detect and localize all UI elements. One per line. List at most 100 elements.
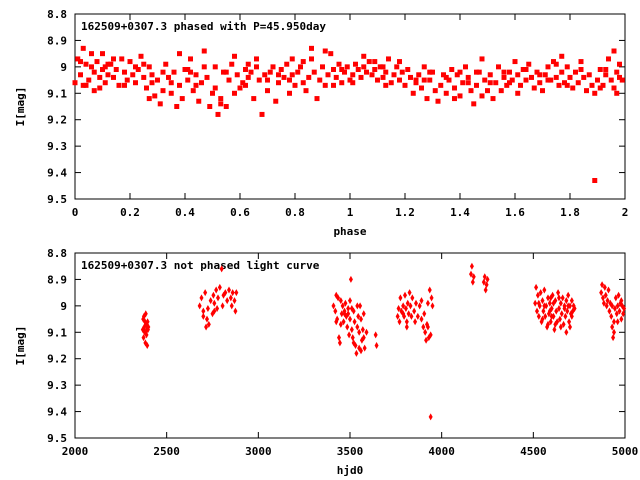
data-point	[190, 88, 196, 94]
data-point	[406, 310, 411, 318]
data-point	[230, 289, 235, 297]
data-point	[284, 61, 290, 67]
data-point	[427, 69, 433, 75]
data-point	[146, 64, 152, 70]
data-point	[348, 297, 352, 305]
data-point	[592, 178, 598, 183]
data-point	[438, 82, 444, 88]
data-point	[471, 273, 476, 281]
data-point	[300, 59, 306, 65]
data-point	[233, 307, 238, 315]
data-point	[421, 77, 427, 83]
data-point	[350, 72, 356, 78]
data-point	[212, 85, 218, 91]
data-point	[407, 289, 412, 297]
data-point	[404, 318, 409, 326]
data-point	[482, 77, 488, 83]
data-point	[105, 61, 111, 67]
data-point	[416, 72, 422, 78]
data-point	[351, 339, 356, 347]
data-point	[380, 64, 386, 70]
data-point	[234, 72, 240, 78]
data-point	[568, 323, 572, 331]
data-point	[188, 69, 193, 75]
data-point	[399, 69, 405, 75]
data-point	[546, 320, 550, 328]
data-point	[100, 67, 105, 72]
y-tick-label: 9.2	[47, 114, 67, 127]
chart-title: 162509+0307.3 not phased light curve	[81, 259, 320, 272]
data-point	[595, 77, 600, 83]
data-point	[356, 312, 361, 320]
data-point	[600, 281, 605, 289]
data-point	[212, 307, 217, 315]
data-point	[529, 74, 534, 80]
data-point	[102, 64, 108, 70]
data-point	[336, 61, 342, 67]
data-point	[474, 82, 479, 88]
data-point	[540, 315, 545, 323]
data-point	[372, 59, 378, 65]
data-point	[361, 53, 367, 59]
data-point	[402, 82, 408, 88]
data-point	[619, 315, 624, 323]
data-point	[446, 77, 452, 83]
data-point	[160, 88, 166, 94]
data-point	[424, 336, 429, 344]
data-point	[289, 56, 295, 62]
data-point	[429, 294, 434, 302]
data-point	[419, 315, 424, 323]
data-point	[160, 69, 166, 75]
data-point	[482, 273, 487, 281]
data-point	[534, 283, 539, 291]
y-tick-label: 9.5	[47, 193, 67, 206]
y-tick-label: 8.9	[47, 34, 67, 47]
data-point	[355, 323, 360, 331]
data-point	[349, 326, 354, 334]
data-point	[534, 69, 540, 75]
data-point	[449, 67, 455, 72]
data-point	[605, 297, 610, 305]
data-point	[548, 294, 553, 302]
data-point	[206, 320, 211, 328]
data-point	[526, 61, 532, 67]
data-point	[212, 64, 218, 70]
data-point	[225, 297, 230, 305]
data-point	[546, 294, 550, 302]
data-point	[471, 101, 477, 107]
data-point	[558, 299, 563, 307]
data-point	[341, 318, 346, 326]
data-point	[234, 289, 239, 297]
data-point	[152, 93, 158, 99]
data-point	[355, 302, 360, 310]
data-point	[298, 64, 303, 70]
data-point	[603, 72, 609, 78]
data-point	[212, 299, 217, 307]
data-point	[331, 67, 336, 72]
data-point	[404, 323, 409, 331]
data-point	[592, 90, 598, 96]
data-point	[465, 74, 471, 80]
data-point	[205, 305, 210, 312]
data-point	[317, 77, 323, 83]
data-point	[309, 56, 314, 62]
data-point	[512, 59, 518, 65]
data-point	[410, 294, 415, 302]
data-point	[232, 90, 237, 96]
data-point	[603, 291, 608, 299]
data-point	[553, 74, 559, 80]
data-point	[557, 294, 561, 302]
data-point	[149, 80, 155, 86]
data-point	[454, 72, 460, 78]
y-tick-label: 9.1	[47, 87, 67, 100]
data-point	[452, 85, 457, 91]
data-point	[168, 80, 174, 86]
data-point	[566, 291, 571, 299]
x-tick-label: 3000	[245, 445, 272, 458]
data-point	[273, 98, 279, 104]
data-point	[111, 74, 116, 80]
data-point	[615, 318, 620, 326]
data-point	[80, 45, 86, 51]
